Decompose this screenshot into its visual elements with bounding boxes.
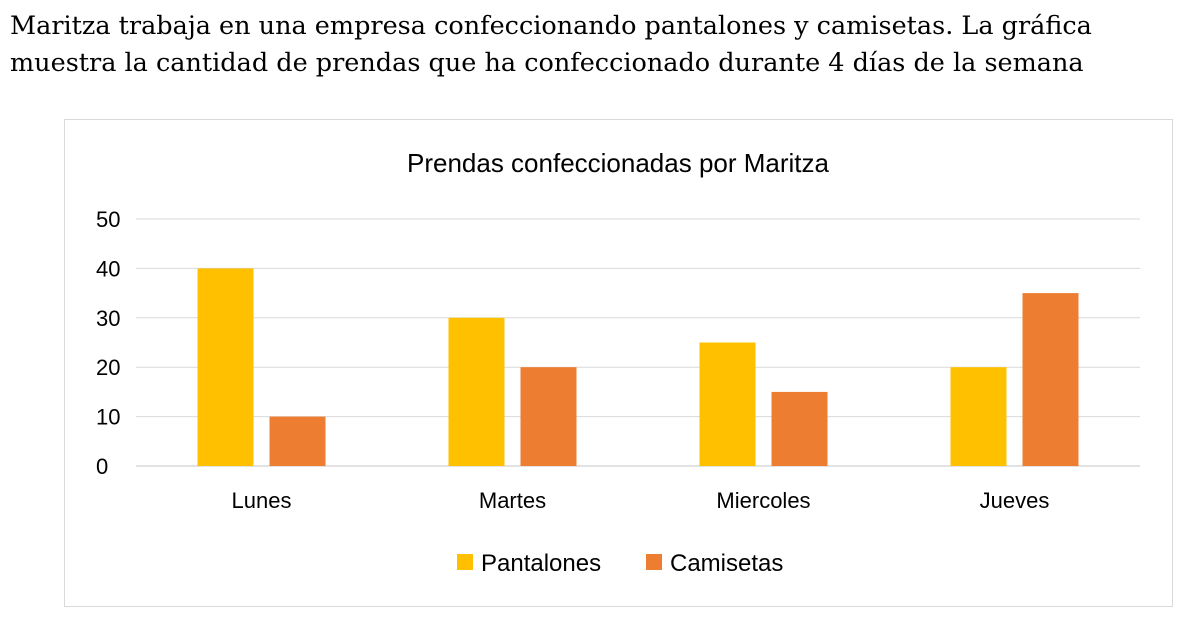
x-tick-label: Miercoles [716,488,810,513]
legend-swatch [457,554,473,570]
x-tick-label: Martes [479,488,546,513]
legend-swatch [646,554,662,570]
bar-camisetas-lunes [269,416,326,466]
intro-text: Maritza trabaja en una empresa confeccio… [10,8,1185,82]
bars [197,268,1079,466]
x-axis-labels: Lunes Martes Miercoles Jueves [232,488,1050,513]
bar-camisetas-miercoles [771,391,828,466]
y-tick-label: 30 [96,306,120,331]
legend-label: Pantalones [481,550,601,577]
x-tick-label: Jueves [980,488,1050,513]
x-tick-label: Lunes [232,488,292,513]
legend: Pantalones Camisetas [457,550,783,577]
bar-camisetas-martes [520,367,577,466]
y-tick-label: 20 [96,355,120,380]
bar-pantalones-martes [448,317,505,466]
intro-line-1: Maritza trabaja en una empresa confeccio… [10,11,1092,41]
chart-title: Prendas confeccionadas por Maritza [407,148,830,178]
y-tick-label: 40 [96,256,120,281]
bar-pantalones-jueves [950,367,1007,466]
intro-line-2: muestra la cantidad de prendas que ha co… [10,48,1084,78]
bar-camisetas-jueves [1022,293,1079,466]
y-tick-label: 10 [96,405,120,430]
legend-label: Camisetas [670,550,783,577]
y-axis-ticks: 0 10 20 30 40 50 [96,207,120,479]
bar-pantalones-miercoles [699,342,756,466]
y-tick-label: 0 [96,454,108,479]
bar-pantalones-lunes [197,268,254,466]
y-tick-label: 50 [96,207,120,232]
